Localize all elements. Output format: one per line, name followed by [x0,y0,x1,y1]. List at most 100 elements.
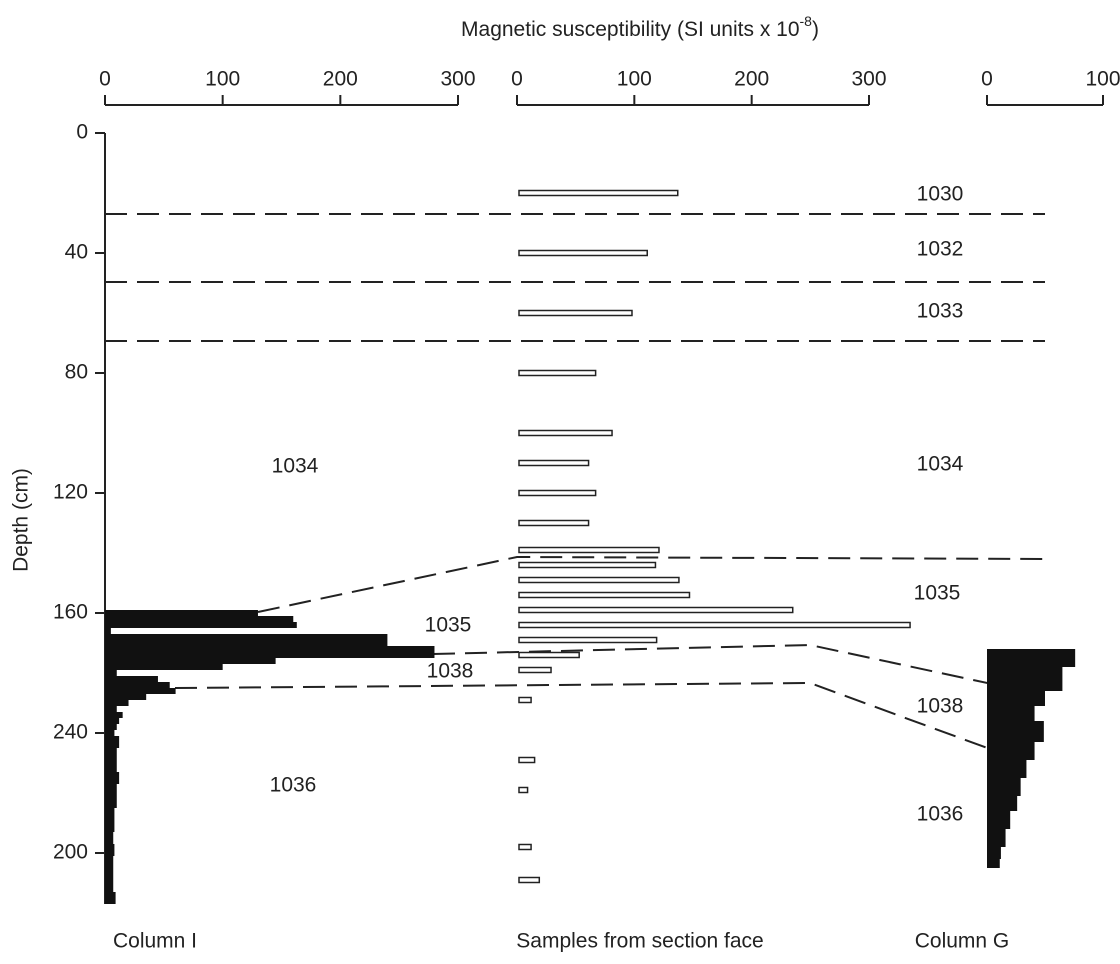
x-tick-label: 0 [511,68,523,91]
title-end: ) [812,18,819,41]
bar [105,718,120,724]
bar [987,721,1044,742]
bar [987,847,1001,859]
bar [518,651,580,659]
y-tick-label: 80 [65,361,88,384]
bar [105,748,117,760]
unit-label: 1033 [917,300,964,323]
unit-label: 1034 [917,453,964,476]
x-tick-label: 300 [851,68,886,91]
bar [518,636,658,644]
bar [987,811,1011,829]
y-tick-label: 240 [53,721,88,744]
bar [987,691,1045,706]
bar [518,696,532,704]
bar [105,772,120,784]
bar [518,576,680,584]
column-name: Samples from section face [516,930,763,953]
bar [105,736,120,748]
bar [518,369,597,377]
bar [105,712,123,718]
bar [987,859,1000,868]
bar [105,706,117,712]
bar [105,646,435,652]
boundary-line [432,643,1021,691]
bar [105,658,276,664]
bar [518,249,648,257]
unit-label: 1036 [917,803,964,826]
x-tick-label: 300 [440,68,475,91]
bar [518,489,597,497]
bar [105,700,129,706]
y-axis-label: Depth (cm) [10,468,33,572]
bar [105,784,117,796]
bar [518,756,536,764]
bar [105,670,117,676]
bar [518,309,633,317]
bar [105,682,170,688]
y-tick-label: 120 [53,481,88,504]
bar [105,820,115,832]
bar [518,546,660,554]
unit-label: 1032 [917,238,964,261]
title-text: Magnetic susceptibility (SI units x 10 [461,18,799,41]
bar [105,676,158,682]
bar [105,730,115,736]
bar [105,694,147,700]
bar [518,189,679,197]
title-superscript: -8 [800,13,813,29]
bar [105,622,297,628]
bar [518,786,529,794]
bar [105,832,114,844]
bar [105,808,115,820]
bar [518,876,541,884]
bar [105,610,258,616]
bar [987,649,1076,667]
bar [518,666,552,674]
bar [987,778,1021,796]
bar [518,459,590,467]
x-tick-label: 200 [323,68,358,91]
bar [987,829,1006,847]
bar [105,688,176,694]
y-tick-label: 40 [65,241,88,264]
unit-label: 1030 [917,183,964,206]
bar [518,561,657,569]
bar [105,616,294,622]
bar [105,796,117,808]
bar [105,844,115,856]
bar [987,742,1035,760]
bar [105,724,117,730]
bar [518,606,794,614]
bar [105,634,388,640]
x-tick-label: 0 [981,68,993,91]
x-tick-label: 200 [734,68,769,91]
y-tick-label: 0 [76,121,88,144]
bar [105,880,114,892]
bar [987,667,1063,691]
column-name: Column I [113,930,197,953]
x-tick-label: 100 [1085,68,1120,91]
bar [518,621,911,629]
unit-label: 1036 [270,774,317,797]
boundary-line [174,681,1021,761]
boundary-line [257,555,1046,613]
bar [105,628,111,634]
bar [518,519,590,527]
x-tick-label: 100 [205,68,240,91]
bar [987,706,1035,721]
column-name: Column G [915,930,1010,953]
bar [105,652,435,658]
bar [105,640,388,646]
bar [105,664,223,670]
bar [105,868,114,880]
x-tick-label: 0 [99,68,111,91]
chart-title: Magnetic susceptibility (SI units x 10-8… [461,13,819,41]
bar [105,892,116,904]
bar [518,591,691,599]
bar [105,856,114,868]
y-tick-label: 160 [53,601,88,624]
bar [518,843,532,851]
bar [987,796,1018,811]
